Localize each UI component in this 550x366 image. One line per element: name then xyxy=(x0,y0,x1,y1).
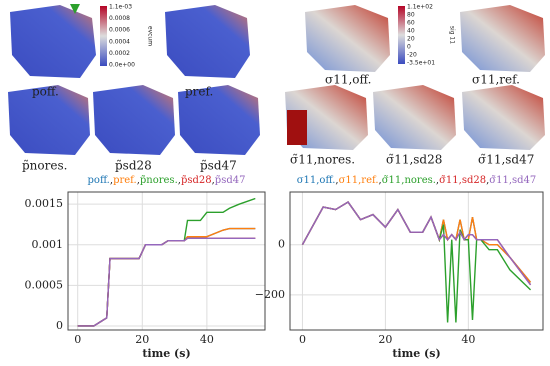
legend-separator: , xyxy=(137,175,140,186)
legend-entry: poff. xyxy=(88,175,110,186)
render-label: p̃nores. xyxy=(22,159,67,173)
y-tick-label: 0 xyxy=(56,319,63,332)
render-shape xyxy=(373,85,456,150)
legend-entry: p̃nores. xyxy=(140,175,178,186)
colorbar-title: sig 11 xyxy=(449,26,456,44)
x-tick-label: 20 xyxy=(378,333,392,346)
render-shape xyxy=(462,85,545,150)
series-line xyxy=(77,227,256,327)
colorbar-tick-label: 0.0008 xyxy=(109,15,130,22)
colorbar-title: evcum xyxy=(147,26,154,46)
render-label: pref. xyxy=(185,85,213,99)
legend-entry: σ̃11,sd28 xyxy=(439,175,486,186)
render-shape xyxy=(93,85,175,155)
render-shape xyxy=(165,5,250,78)
colorbar-tick-label: -20 xyxy=(407,52,417,59)
x-tick-label: 40 xyxy=(200,333,214,346)
y-tick-label: 0.0015 xyxy=(25,197,64,210)
series-line xyxy=(301,201,532,283)
colorbar-tick-label: 60 xyxy=(407,20,415,27)
x-axis-label: time (s) xyxy=(142,347,190,360)
render-shape xyxy=(460,5,545,72)
colorbar-tick-label: 0.0004 xyxy=(109,38,130,45)
series-line xyxy=(77,197,256,327)
colorbar-tick-label: 0.0e+00 xyxy=(109,62,135,69)
render-label: poff. xyxy=(32,85,59,99)
y-tick-label: 0.001 xyxy=(32,238,64,251)
y-tick-label: −200 xyxy=(255,288,285,301)
render-shape xyxy=(305,5,390,72)
legend-entry: p̃sd28 xyxy=(181,175,212,186)
y-tick-label: 0 xyxy=(278,238,285,251)
colorbar-tick-label: -3.5e+01 xyxy=(407,60,435,67)
render-label: p̃sd28 xyxy=(115,159,152,173)
render-shape xyxy=(178,85,260,155)
legend-entry: σ̃11,nores. xyxy=(382,175,436,186)
legend: poff.,pref.,p̃nores.,p̃sd28,p̃sd47 xyxy=(88,175,246,186)
plot-frame xyxy=(67,191,266,331)
colorbar-tick-label: 0.0002 xyxy=(109,50,130,57)
series-line xyxy=(77,237,256,327)
legend-separator: , xyxy=(212,175,215,186)
series-line xyxy=(301,201,532,286)
arrow xyxy=(70,4,80,14)
plot-frame xyxy=(289,191,544,331)
series-line xyxy=(77,227,256,327)
colorbar-tick-label: 0 xyxy=(407,44,411,51)
x-axis-label: time (s) xyxy=(392,347,440,360)
y-tick-label: 0.0005 xyxy=(25,278,64,291)
renders: 1.1e-03 0.0008 0.0006 0.0004 0.0002 0.0e+00 ev… xyxy=(8,4,545,173)
render-label: σ̃11,sd47 xyxy=(478,153,534,167)
x-tick-label: 0 xyxy=(299,333,306,346)
legend-entry: σ11,ref. xyxy=(339,175,379,186)
x-tick-label: 0 xyxy=(74,333,81,346)
render-label: p̃sd47 xyxy=(200,159,237,173)
colorbar-tick-label: 40 xyxy=(407,28,415,35)
render-shape xyxy=(8,85,90,155)
legend-separator: , xyxy=(110,175,113,186)
colorbar-tick-label: 1.1e-03 xyxy=(109,4,132,11)
legend-entry: p̃sd47 xyxy=(215,175,246,186)
colorbar-labels: 1.1e-03 0.0008 0.0006 0.0004 0.0002 0.0e+00 ev… xyxy=(109,4,154,69)
x-tick-label: 20 xyxy=(135,333,149,346)
legend-entry: σ11,off. xyxy=(297,175,336,186)
colorbar-tick-label: 20 xyxy=(407,36,415,43)
colorbar xyxy=(100,6,107,66)
render-highlight xyxy=(287,110,307,145)
legend-separator: , xyxy=(178,175,181,186)
render-label: σ11,ref. xyxy=(472,73,520,87)
legend-separator: , xyxy=(486,175,489,186)
render-label: σ̃11,nores. xyxy=(290,153,355,167)
colorbar-tick-label: 1.1e+02 xyxy=(407,4,433,11)
colorbar xyxy=(398,6,405,64)
render-label: σ̃11,sd28 xyxy=(386,153,442,167)
series-line xyxy=(301,201,532,286)
legend-separator: , xyxy=(379,175,382,186)
colorbar-tick-label: 80 xyxy=(407,12,415,19)
series-line xyxy=(77,237,256,327)
series-line xyxy=(301,201,532,283)
colorbar-tick-label: 0.0006 xyxy=(109,27,130,34)
legend-entry: pref. xyxy=(113,175,137,186)
render-label: σ11,off. xyxy=(325,73,371,87)
legend-separator: , xyxy=(436,175,439,186)
render-shape xyxy=(10,5,96,78)
x-tick-label: 40 xyxy=(461,333,475,346)
series-line xyxy=(301,201,532,323)
legend-separator: , xyxy=(335,175,338,186)
legend: σ11,off.,σ11,ref.,σ̃11,nores.,σ̃11,sd28,… xyxy=(297,175,537,186)
legend-entry: σ̃11,sd47 xyxy=(489,175,536,186)
